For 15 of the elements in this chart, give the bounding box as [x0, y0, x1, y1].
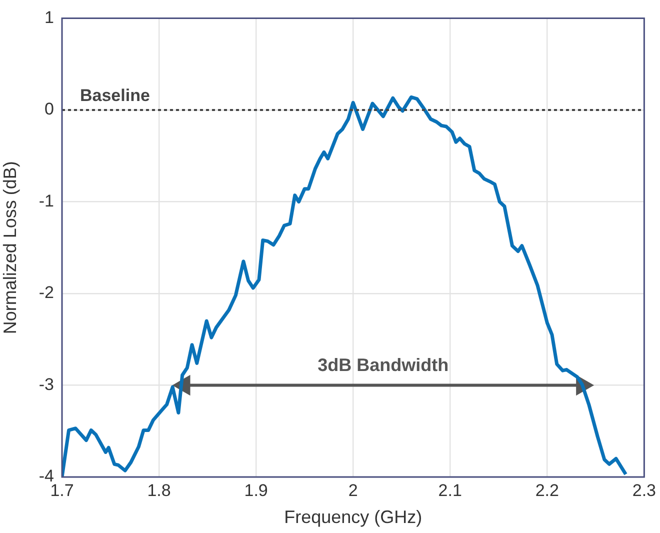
x-tick-label: 1.9	[244, 480, 268, 500]
y-tick-label: -3	[38, 374, 54, 394]
ref-line-label: Baseline	[80, 86, 150, 106]
y-tick-label: -1	[38, 191, 54, 210]
x-tick-label: 2.3	[632, 480, 656, 500]
y-tick-label: 1	[44, 8, 54, 27]
y-tick-label: -2	[38, 283, 54, 302]
y-tick-label: 0	[44, 100, 54, 119]
annotation: 3dB Bandwidth	[318, 355, 449, 376]
x-tick-label: 2.2	[535, 480, 559, 500]
x-tick-label: 1.8	[147, 480, 171, 500]
x-tick-label: 2	[348, 480, 358, 500]
x-axis-title: Frequency (GHz)	[284, 507, 422, 528]
x-tick-label: 2.1	[438, 480, 462, 500]
y-axis-title: Normalized Loss (dB)	[0, 161, 20, 334]
